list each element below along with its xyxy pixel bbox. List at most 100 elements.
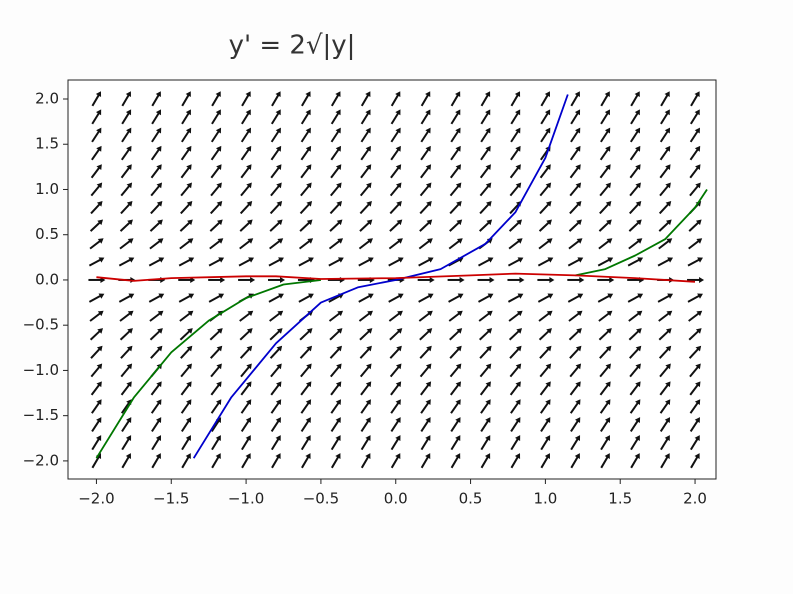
arrow-shaft xyxy=(210,184,221,197)
slope-arrow xyxy=(537,276,555,283)
slope-arrow xyxy=(510,109,521,125)
arrow-shaft xyxy=(537,294,551,303)
slope-arrow xyxy=(181,127,192,143)
slope-arrow xyxy=(239,219,253,232)
arrow-head xyxy=(425,435,431,441)
arrow-head xyxy=(275,435,281,441)
slope-arrow xyxy=(478,257,494,267)
slope-arrow xyxy=(419,182,432,197)
arrow-shaft xyxy=(209,330,221,341)
slope-arrow xyxy=(150,200,163,215)
arrow-shaft xyxy=(120,347,131,359)
arrow-shaft xyxy=(238,258,251,267)
arrow-shaft xyxy=(150,203,161,215)
arrow-head xyxy=(367,293,374,299)
arrow-shaft xyxy=(659,184,670,197)
arrow-shaft xyxy=(359,330,371,341)
arrow-head xyxy=(695,182,701,189)
slope-arrow xyxy=(449,328,463,341)
arrow-shaft xyxy=(479,330,490,341)
slope-arrow xyxy=(570,435,581,451)
arrow-head xyxy=(426,200,432,207)
slope-arrow xyxy=(480,145,491,161)
arrow-head xyxy=(156,381,162,388)
slope-arrow xyxy=(659,417,671,432)
slope-arrow xyxy=(419,219,433,232)
slope-arrow xyxy=(658,200,672,215)
arrow-head xyxy=(277,238,284,244)
arrow-shaft xyxy=(330,365,340,378)
arrow-shaft xyxy=(151,112,160,125)
slope-arrow xyxy=(627,293,644,303)
arrow-shaft xyxy=(90,184,101,197)
arrow-head xyxy=(694,109,700,116)
arrow-shaft xyxy=(480,130,490,143)
arrow-head xyxy=(185,435,191,441)
arrow-shaft xyxy=(479,166,490,179)
arrow-shaft xyxy=(91,112,100,125)
x-tick-label: 0.5 xyxy=(459,490,483,508)
slope-arrow xyxy=(448,310,463,322)
arrow-shaft xyxy=(508,312,521,322)
slope-arrow xyxy=(447,276,465,283)
slope-arrow xyxy=(389,363,402,378)
arrow-shaft xyxy=(480,148,490,161)
arrow-shaft xyxy=(121,94,130,107)
slope-arrow xyxy=(300,417,311,432)
arrow-shaft xyxy=(90,347,101,359)
arrow-shaft xyxy=(301,456,310,469)
arrow-head xyxy=(577,257,584,263)
arrow-shaft xyxy=(300,383,310,396)
slope-arrow xyxy=(210,363,222,378)
slope-arrow xyxy=(90,363,103,378)
arrow-shaft xyxy=(389,347,400,359)
arrow-head xyxy=(97,238,104,244)
arrow-shaft xyxy=(151,456,160,469)
arrow-head xyxy=(215,435,221,441)
arrow-head xyxy=(97,219,104,226)
arrow-head xyxy=(485,435,491,441)
slope-arrow xyxy=(388,310,403,322)
arrow-shaft xyxy=(508,239,521,250)
slope-arrow xyxy=(210,399,222,414)
arrow-head xyxy=(248,257,255,263)
arrow-head xyxy=(425,417,431,424)
arrow-shaft xyxy=(389,203,400,215)
slope-arrow xyxy=(567,276,585,283)
arrow-shaft xyxy=(478,294,491,303)
x-tick-label: −0.5 xyxy=(303,490,339,508)
slope-arrow xyxy=(240,127,252,143)
slope-arrow xyxy=(91,435,102,451)
arrow-head xyxy=(280,276,286,283)
slope-arrow xyxy=(210,381,222,396)
arrow-shaft xyxy=(299,221,311,232)
slope-arrow xyxy=(329,200,342,215)
slope-arrow xyxy=(659,363,671,378)
slope-arrow xyxy=(121,453,131,469)
arrow-shaft xyxy=(330,148,340,161)
arrow-head xyxy=(306,328,313,334)
arrow-head xyxy=(96,399,102,406)
slope-arrow xyxy=(390,435,401,451)
slope-arrow xyxy=(659,127,671,143)
slope-arrow xyxy=(211,109,221,125)
slope-arrow xyxy=(480,435,491,451)
arrow-shaft xyxy=(119,330,131,341)
slope-arrow xyxy=(599,345,612,359)
arrow-shaft xyxy=(360,130,370,143)
arrow-head xyxy=(217,219,223,226)
arrow-head xyxy=(156,182,163,189)
arrow-head xyxy=(545,200,552,207)
arrow-shaft xyxy=(419,365,430,378)
slope-arrow xyxy=(239,238,254,250)
arrow-shaft xyxy=(598,330,610,341)
slope-arrow xyxy=(477,276,495,283)
arrow-head xyxy=(516,219,523,226)
y-tick-label: −2.0 xyxy=(23,451,59,469)
slope-arrow xyxy=(299,200,313,215)
arrow-head xyxy=(306,345,313,352)
arrow-head xyxy=(636,238,643,244)
arrow-head xyxy=(187,238,194,244)
arrow-shaft xyxy=(91,419,101,432)
slope-arrow xyxy=(238,257,255,267)
